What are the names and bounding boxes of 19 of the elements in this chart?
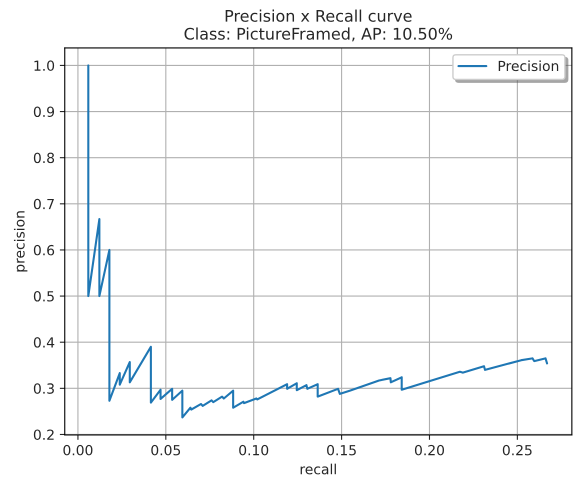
- chart-title: Precision x Recall curve Class: PictureFramed, AP: 10.50%: [184, 10, 452, 42]
- y-axis-title: precision: [14, 211, 28, 272]
- y-tick-label: 1.0: [34, 60, 54, 71]
- x-tick-label: 0.25: [502, 444, 532, 456]
- y-tick-label: 0.4: [34, 337, 54, 348]
- y-tick-label: 0.8: [34, 152, 54, 164]
- legend-label: Precision: [498, 60, 558, 72]
- x-axis-title: recall: [300, 464, 336, 474]
- x-tick-label: 0.10: [239, 444, 268, 456]
- x-tick-label: 0.00: [63, 444, 92, 456]
- x-tick-label: 0.20: [414, 444, 444, 456]
- x-tick-label: 0.05: [151, 444, 180, 456]
- y-tick-label: 0.3: [34, 383, 54, 394]
- y-tick-label: 0.7: [34, 198, 54, 210]
- y-tick-label: 0.5: [34, 291, 54, 302]
- y-tick-label: 0.9: [34, 106, 54, 118]
- y-tick-label: 0.6: [34, 244, 54, 256]
- y-tick-label: 0.2: [34, 429, 54, 440]
- x-tick-label: 0.15: [327, 444, 356, 456]
